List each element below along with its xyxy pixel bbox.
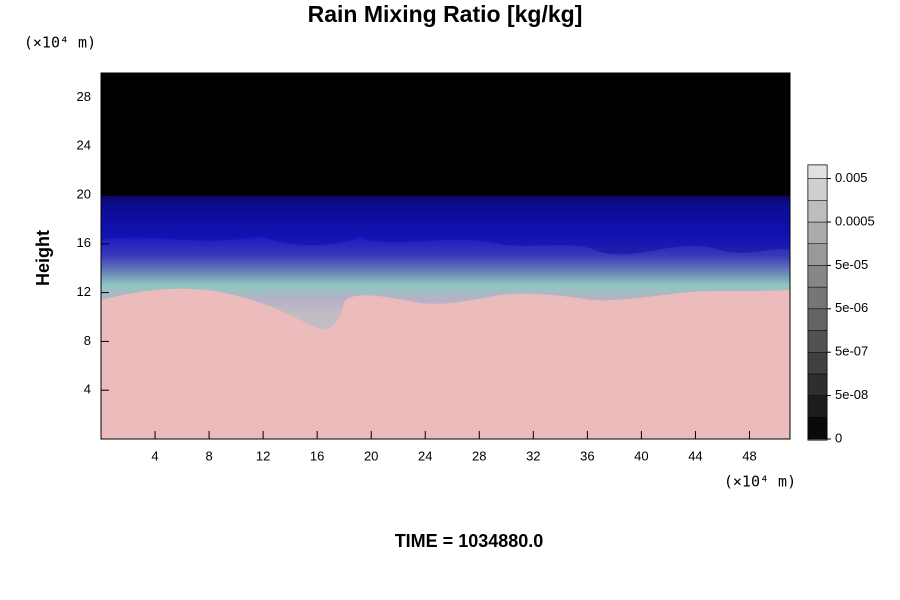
y-tick-label: 24 xyxy=(77,138,91,153)
colorbar-box xyxy=(807,243,828,266)
x-tick-label: 36 xyxy=(580,448,594,463)
colorbar-box xyxy=(807,164,828,179)
field-upper-band xyxy=(101,196,790,255)
y-axis-label: Height xyxy=(33,230,53,286)
x-tick-label: 16 xyxy=(310,448,324,463)
y-tick-label: 20 xyxy=(77,186,91,201)
colorbar-tick-label: 5e-05 xyxy=(835,257,868,272)
y-tick-label: 8 xyxy=(84,333,91,348)
colorbar-box xyxy=(807,330,828,353)
x-tick-label: 20 xyxy=(364,448,378,463)
y-unit: (×10⁴ m) xyxy=(24,34,96,52)
time-label: TIME = 1034880.0 xyxy=(395,531,544,551)
x-tick-label: 44 xyxy=(688,448,702,463)
chart-title: Rain Mixing Ratio [kg/kg] xyxy=(308,1,583,27)
colorbar-tick-label: 5e-08 xyxy=(835,387,868,402)
colorbar-box xyxy=(807,351,828,375)
x-tick-label: 28 xyxy=(472,448,486,463)
x-unit: (×10⁴ m) xyxy=(724,473,796,491)
x-tick-label: 24 xyxy=(418,448,432,463)
colorbar-tick-label: 0.0005 xyxy=(835,213,875,228)
x-tick-label: 12 xyxy=(256,448,270,463)
x-tick-label: 8 xyxy=(205,448,212,463)
colorbar-tick-label: 5e-07 xyxy=(835,344,868,359)
x-tick-label: 48 xyxy=(742,448,756,463)
colorbar-tick-label: 0.005 xyxy=(835,170,868,185)
colorbar-box xyxy=(807,395,828,418)
colorbar-box xyxy=(807,286,828,310)
colorbar-box xyxy=(807,200,828,223)
y-tick-label: 16 xyxy=(77,235,91,250)
colorbar-box xyxy=(807,265,828,288)
colorbar-box xyxy=(807,178,828,201)
x-tick-label: 4 xyxy=(151,448,158,463)
field xyxy=(101,73,790,439)
colorbar-tick-label: 0 xyxy=(835,430,842,445)
colorbar-box xyxy=(807,417,828,440)
colorbar-box xyxy=(807,221,828,244)
y-tick-label: 4 xyxy=(84,382,91,397)
colorbar-box xyxy=(807,308,828,331)
y-tick-label: 28 xyxy=(77,89,91,104)
x-tick-label: 32 xyxy=(526,448,540,463)
x-tick-label: 40 xyxy=(634,448,648,463)
colorbar-box xyxy=(807,373,828,396)
plot-frame xyxy=(100,72,791,440)
colorbar-tick-label: 5e-06 xyxy=(835,300,868,315)
field-lower-region xyxy=(101,288,790,439)
y-tick-label: 12 xyxy=(77,284,91,299)
